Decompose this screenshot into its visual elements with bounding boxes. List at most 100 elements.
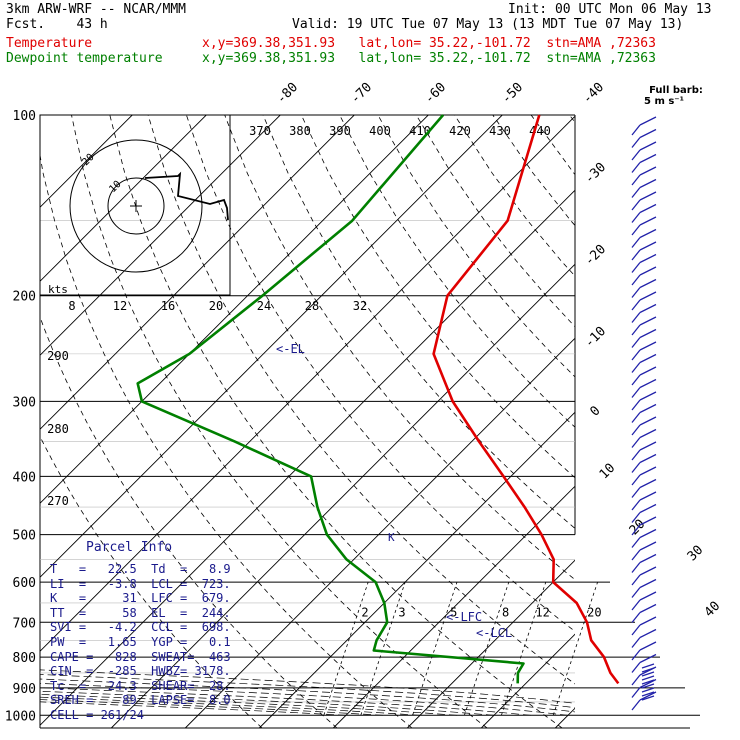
parcel-info-title: Parcel Info (86, 540, 173, 555)
parcel-info-row: LI = -3.8 LCL = 723. (50, 576, 231, 591)
dry-adiabat (40, 435, 263, 729)
wind-barb-flag (639, 328, 657, 339)
pressure-label-300: 300 (13, 395, 36, 410)
wind-barb-flag (639, 266, 657, 276)
pressure-label-500: 500 (13, 529, 36, 544)
lfc-marker: <-LFC (446, 610, 482, 624)
el-marker: <-EL (276, 342, 305, 356)
mixing-ratio-line (501, 581, 547, 716)
wind-barb-flag (639, 491, 657, 501)
wind-barb-flag (639, 216, 657, 226)
wind-barb-flag (639, 566, 657, 576)
wind-barb (631, 162, 641, 173)
hodograph-frame (39, 114, 231, 296)
wind-barb-low (641, 683, 655, 689)
parcel-info-row: CAPE = 828 SWEAT= 463 (50, 649, 231, 664)
pressure-label-600: 600 (13, 576, 36, 591)
hodograph-trace (144, 171, 229, 221)
hodograph-ring-label-10: 10 (107, 179, 123, 195)
parcel-info-row: CIN = -285 HWBZ= 3178. (50, 664, 231, 679)
wind-barb (631, 562, 641, 573)
dry-adiabat (109, 115, 563, 729)
isotherm-line (40, 115, 207, 282)
parcel-info-row: SREH = 89 LAPSE= 8.0 (50, 693, 231, 708)
wind-barb-low (641, 675, 655, 681)
hodo-speed-label-24: 24 (257, 299, 271, 313)
theta-label-400: 400 (369, 124, 391, 138)
wind-barb-flag (639, 528, 657, 539)
wind-barb-flag (639, 378, 657, 389)
hodograph-ring-outer (69, 139, 203, 273)
wind-barb-low (641, 663, 655, 669)
wind-barb (631, 624, 641, 636)
mixing-ratio-label-12: 12 (535, 605, 549, 619)
isotherm-label--50: -50 (499, 80, 526, 107)
mixing-ratio-line (464, 581, 510, 716)
wind-barb-flag (639, 641, 657, 651)
isotherm-label--40: -40 (580, 80, 607, 107)
barb-legend-line1: Full barb: (649, 85, 703, 96)
isotherm-label--10: -10 (582, 324, 609, 351)
temperature-label: Temperature (6, 36, 93, 51)
wind-barb-flag (639, 466, 657, 476)
wind-barb-flag (639, 166, 657, 176)
wind-barb-flag (639, 153, 657, 164)
wind-barb (631, 412, 641, 423)
wind-barb-flag (639, 341, 657, 351)
wind-barb-flag (639, 428, 657, 439)
wind-barbs (631, 116, 657, 711)
wind-barb (631, 499, 641, 511)
wind-barb-flag (639, 191, 657, 201)
isotherm-line (258, 411, 575, 729)
theta-label-410: 410 (409, 124, 431, 138)
dry-adiabat (684, 115, 740, 728)
wind-barb (631, 512, 641, 523)
pressure-label-200: 200 (13, 290, 36, 305)
mixing-ratio-line (323, 581, 369, 716)
parcel-info-row: PW = 1.65 YGP = 0.1 (50, 635, 231, 649)
mixing-ratio-label-2: 2 (361, 605, 368, 619)
theta-side-label-270: 270 (47, 494, 69, 508)
wind-barb-flag (639, 303, 657, 314)
wind-barb-flag (639, 391, 657, 401)
mixing-ratio-label-3: 3 (398, 605, 405, 619)
wind-barb (631, 474, 641, 486)
dry-adiabat (492, 115, 575, 227)
wind-barb (631, 237, 641, 248)
wind-barb-flag (639, 353, 657, 364)
dewpoint-label: Dewpoint temperature (6, 51, 163, 66)
sounding-profiles (136, 114, 620, 685)
theta-label-390: 390 (329, 124, 351, 138)
wind-barb (631, 199, 641, 211)
wind-barb (631, 124, 641, 136)
hodograph-units: kts (48, 283, 68, 296)
isotherm-line (40, 115, 355, 430)
wind-barb (631, 699, 641, 711)
wind-barb (631, 387, 641, 398)
wind-barb (631, 687, 641, 698)
dry-adiabat (71, 115, 488, 729)
isotherm-label--70: -70 (348, 80, 375, 107)
dry-adiabat (147, 115, 575, 685)
dry-adiabat (569, 115, 575, 123)
isotherm-label-40: 40 (702, 599, 724, 621)
isotherm-line (703, 115, 740, 728)
dry-adiabat (339, 115, 575, 428)
wind-barb (631, 262, 641, 273)
wind-barb-low (641, 671, 655, 677)
dry-adiabat (723, 115, 740, 728)
wind-barb (631, 299, 641, 311)
hodo-speed-label-8: 8 (68, 299, 75, 313)
dry-adiabat (186, 115, 575, 632)
wind-barb-flag (639, 253, 657, 264)
wind-barb-flag (639, 178, 657, 189)
dry-adiabat (608, 115, 740, 728)
wind-barb (631, 462, 641, 473)
wind-barb (631, 149, 641, 161)
isotherm-line (40, 115, 281, 356)
pressure-label-400: 400 (13, 470, 36, 485)
dry-adiabat (300, 115, 575, 479)
isotherm-line (184, 337, 575, 729)
